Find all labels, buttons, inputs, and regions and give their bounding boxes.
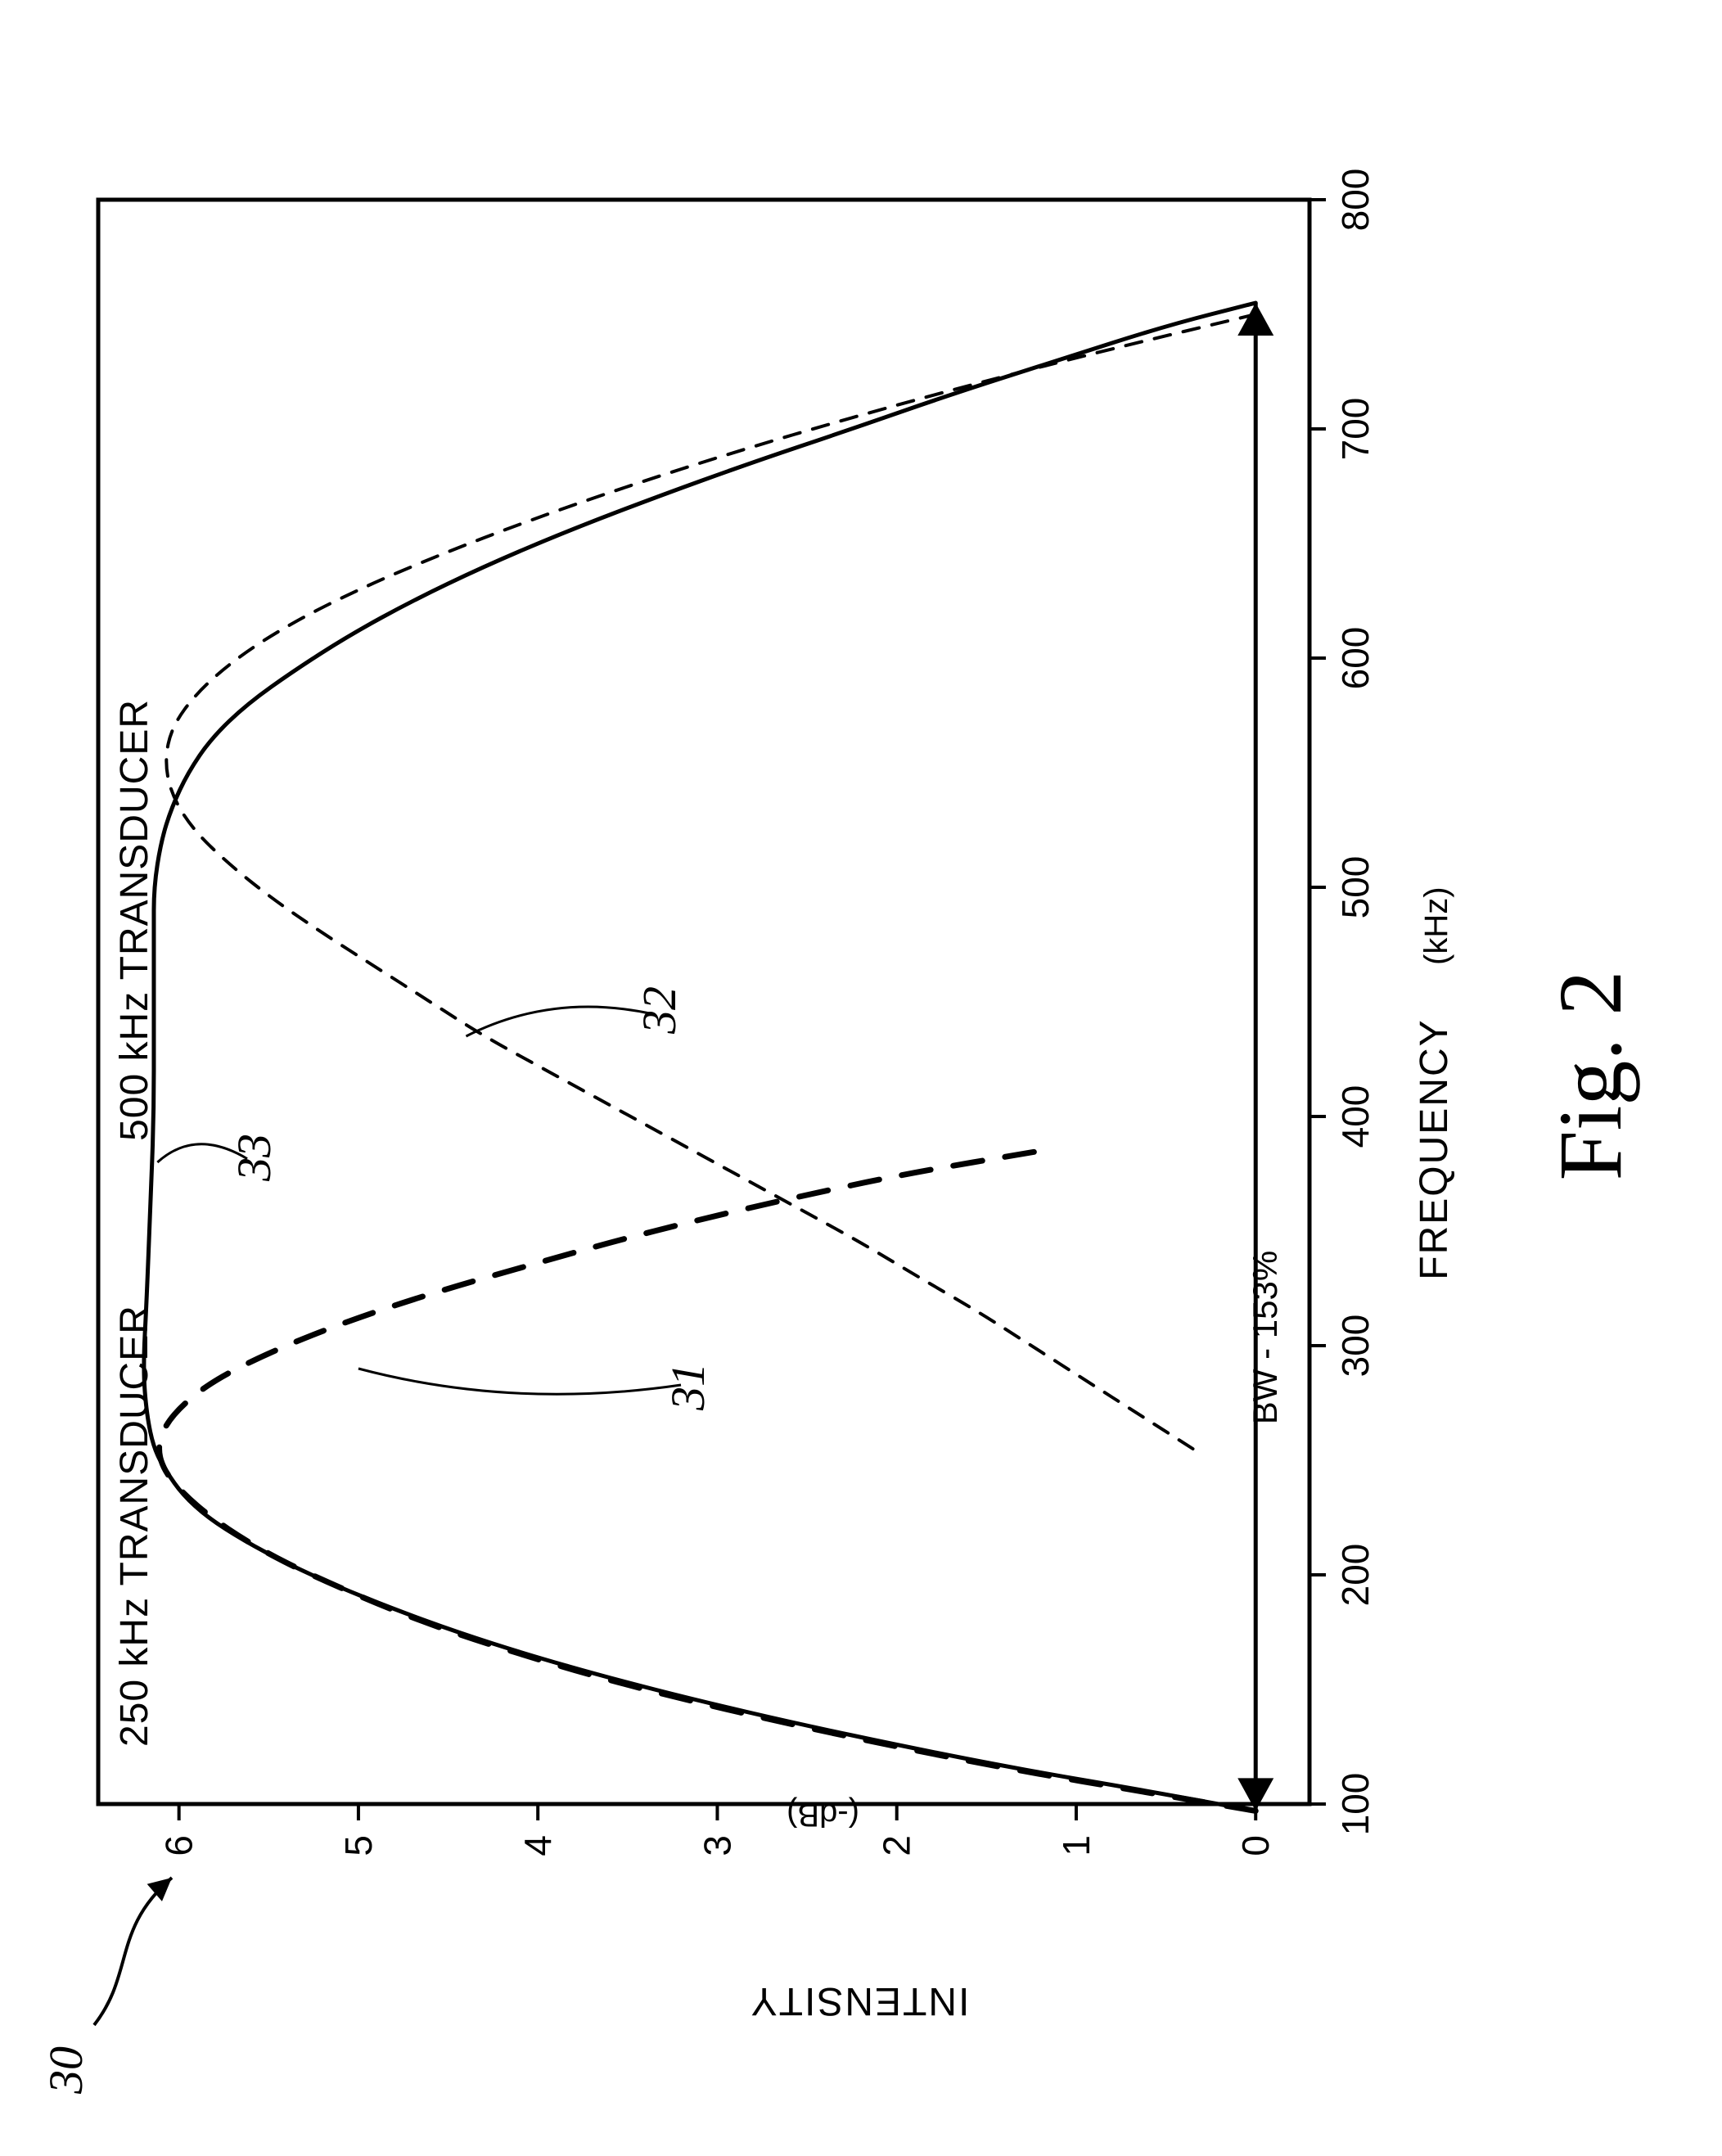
chart-canvas: 100 200 300 400 500 600 700 800 FREQUENCY (kHz) 0 1…: [0, 0, 1722, 2156]
figure-ref-30-leader: [94, 1878, 172, 2025]
bw-label: BW - 153%: [1246, 1251, 1284, 1424]
x-tick-label: 700: [1334, 398, 1377, 461]
x-tick-label: 300: [1334, 1315, 1377, 1378]
y-tick-label: 1: [1055, 1835, 1098, 1856]
right-transducer-label: 500 kHz TRANSDUCER: [113, 699, 156, 1141]
y-axis-label: INTENSITY: [750, 1979, 970, 2023]
x-tick-label: 800: [1334, 169, 1377, 232]
x-tick-label: 400: [1334, 1085, 1377, 1148]
x-tick-label: 600: [1334, 627, 1377, 690]
x-axis-unit: (kHz): [1418, 886, 1454, 965]
left-transducer-label: 250 kHz TRANSDUCER: [113, 1305, 156, 1747]
y-tick-label: 2: [876, 1835, 918, 1856]
plot-area: [98, 200, 1310, 1804]
callout-33: 33: [228, 1134, 281, 1182]
y-tick-label: 6: [158, 1835, 201, 1856]
x-tick-label: 200: [1334, 1544, 1377, 1607]
x-tick-label: 100: [1334, 1773, 1377, 1836]
y-tick-label: 0: [1234, 1835, 1277, 1856]
y-tick-label: 5: [337, 1835, 380, 1856]
figure-ref-30: 30: [39, 2046, 92, 2095]
x-axis-label: FREQUENCY: [1413, 1018, 1456, 1279]
y-tick-label: 3: [696, 1835, 738, 1856]
figure-caption: Fig. 2: [1540, 971, 1640, 1181]
y-tick-label: 4: [516, 1835, 559, 1856]
y-axis-unit: (-dB): [787, 1797, 859, 1833]
x-tick-label: 500: [1334, 856, 1377, 919]
